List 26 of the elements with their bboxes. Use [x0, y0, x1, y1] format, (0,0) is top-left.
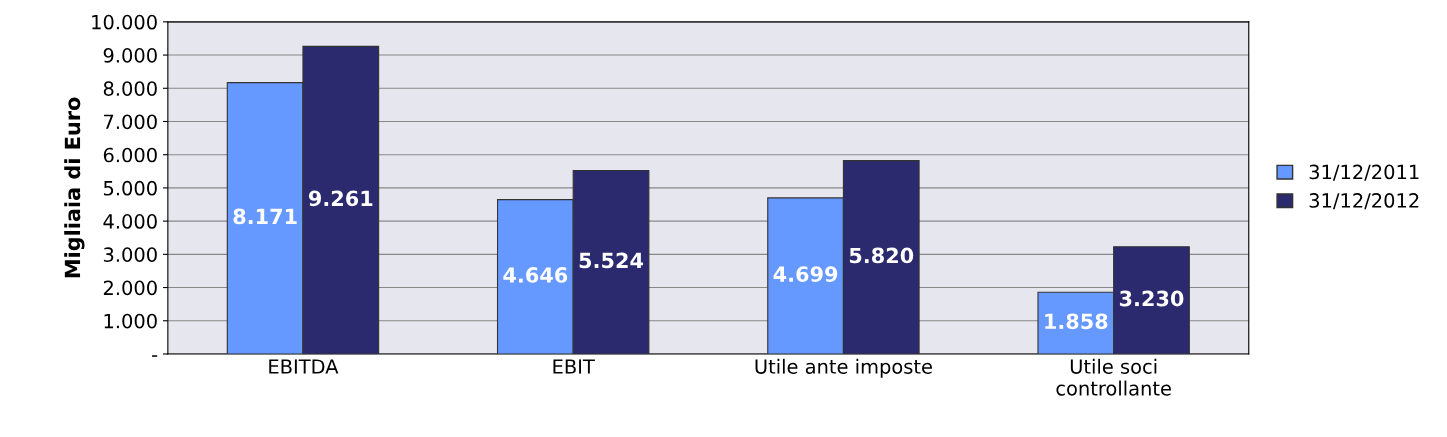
- data-label: 3.230: [1119, 290, 1184, 307]
- y-tick-label: 5.000: [103, 180, 157, 196]
- y-tick-label: 1.000: [104, 313, 157, 329]
- legend-label: 31/12/2012: [1309, 193, 1419, 210]
- y-tick-label: 9.000: [103, 48, 157, 63]
- x-tick-label: Utile ante imposte: [755, 358, 932, 378]
- data-label: 5.524: [579, 252, 644, 269]
- x-tick-label: EBIT: [553, 359, 595, 374]
- x-tick-label: Utile soci controllante: [1056, 358, 1171, 396]
- legend-label: 31/12/2011: [1309, 164, 1419, 181]
- x-tick-label: EBITDA: [269, 359, 339, 374]
- y-tick-label: 7.000: [104, 114, 157, 130]
- y-tick-label: 8.000: [103, 81, 157, 96]
- y-tick-label: -: [152, 355, 158, 357]
- data-label: 8.171: [233, 208, 297, 225]
- data-label: 5.820: [849, 247, 914, 264]
- data-label: 4.646: [503, 267, 568, 283]
- y-axis-title: Migliaia di Euro: [64, 97, 85, 278]
- y-tick-label: 2.000: [103, 280, 157, 296]
- y-tick-label: 4.000: [103, 214, 157, 229]
- data-label: 9.261: [308, 190, 373, 207]
- y-tick-label: 6.000: [103, 147, 157, 163]
- y-tick-label: 3.000: [103, 247, 157, 262]
- data-label: 1.858: [1045, 313, 1108, 330]
- data-label: 4.699: [773, 266, 838, 282]
- y-tick-label: 10.000: [92, 14, 157, 30]
